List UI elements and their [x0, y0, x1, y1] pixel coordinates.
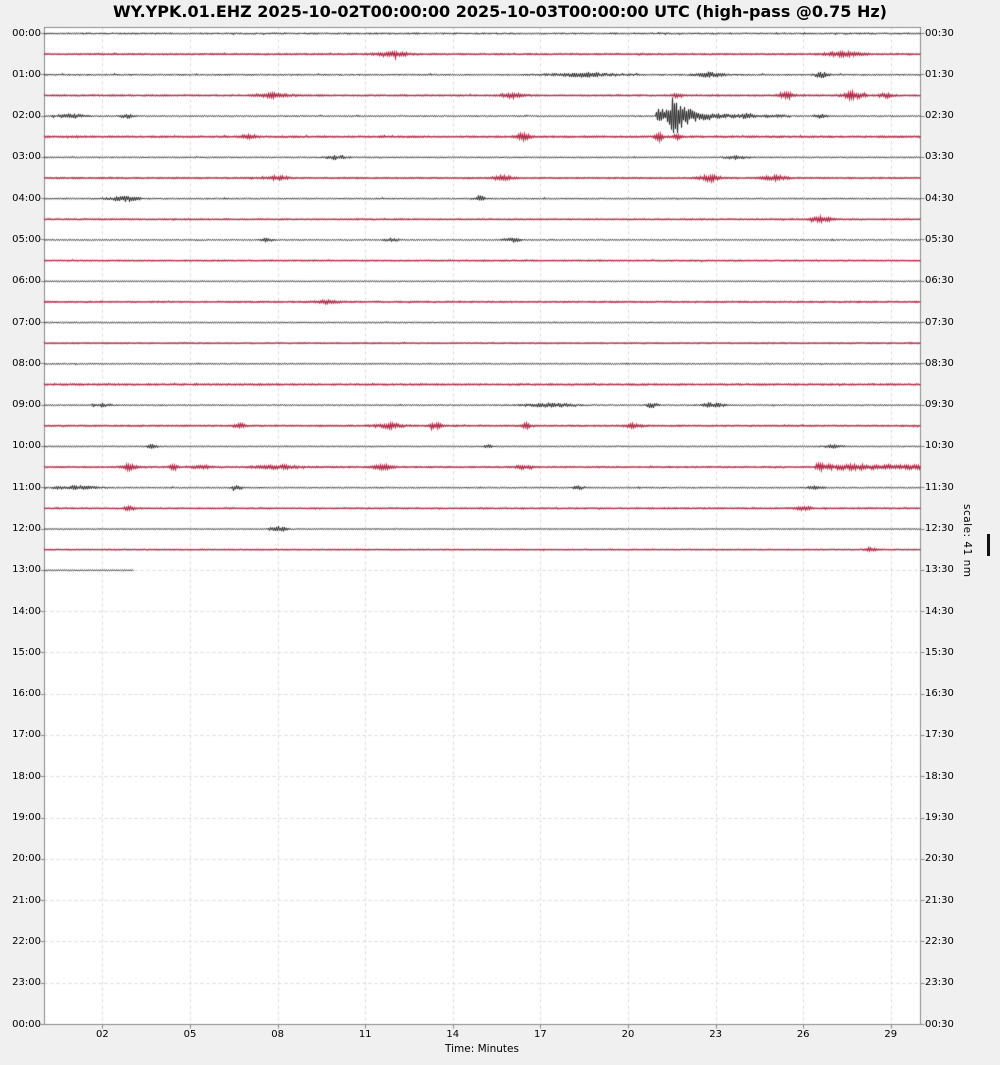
hour-label-left: 20:00 [12, 853, 41, 865]
hour-label-left: 16:00 [12, 688, 41, 700]
minute-tick-label: 02 [96, 1029, 109, 1040]
hour-label-left: 02:00 [12, 110, 41, 122]
minute-tick-label: 20 [621, 1029, 635, 1040]
hour-label-left: 13:00 [12, 564, 41, 576]
minute-tick-label: 26 [796, 1029, 810, 1040]
amplitude-scale-bar [987, 534, 990, 556]
hour-label-left: 06:00 [12, 275, 41, 287]
minute-tick-label: 08 [271, 1029, 284, 1040]
minute-tick-label: 23 [709, 1029, 722, 1040]
hour-label-right: 04:30 [925, 192, 954, 204]
hour-label-right: 17:30 [925, 729, 954, 741]
hour-label-right: 16:30 [925, 688, 954, 700]
hour-label-left: 10:00 [12, 440, 41, 452]
hour-label-right: 00:30 [925, 27, 954, 39]
minute-tick-label: 11 [358, 1029, 372, 1040]
hour-label-right: 06:30 [925, 275, 954, 287]
hour-label-left: 08:00 [12, 357, 41, 369]
hour-label-right: 11:30 [925, 481, 954, 493]
hour-label-right: 09:30 [925, 399, 954, 411]
minute-tick-label: 14 [446, 1029, 460, 1040]
hour-label-right: 21:30 [925, 894, 954, 906]
hour-label-left: 00:00 [12, 27, 41, 39]
hour-label-right: 15:30 [925, 646, 954, 658]
hour-label-left: 21:00 [12, 894, 41, 906]
hour-label-left: 19:00 [12, 812, 41, 824]
hour-label-left: 03:00 [12, 151, 41, 163]
amplitude-scale-label: scale: 41 nm [961, 504, 973, 578]
hour-label-right: 10:30 [925, 440, 954, 452]
minute-tick-label: 17 [534, 1029, 547, 1040]
hour-label-right: 01:30 [925, 68, 954, 80]
hour-label-right: 07:30 [925, 316, 954, 328]
minute-tick-label: 05 [183, 1029, 197, 1040]
hour-label-left: 07:00 [12, 316, 41, 328]
hour-label-right: 18:30 [925, 770, 954, 782]
hour-label-right: 19:30 [925, 812, 954, 824]
hour-label-right: 00:30 [925, 1018, 954, 1030]
hour-label-left: 22:00 [12, 935, 41, 947]
hour-label-left: 14:00 [12, 605, 41, 617]
hour-label-right: 20:30 [925, 853, 954, 865]
hour-label-right: 12:30 [925, 523, 954, 534]
hour-label-right: 14:30 [925, 605, 954, 617]
hour-label-left: 12:00 [12, 523, 41, 534]
hour-label-right: 05:30 [925, 233, 954, 245]
hour-label-left: 23:00 [12, 977, 41, 989]
hour-label-right: 13:30 [925, 564, 954, 576]
hour-label-left: 17:00 [12, 729, 41, 741]
hour-label-left: 15:00 [12, 646, 41, 658]
hour-label-right: 08:30 [925, 357, 954, 369]
plot-title: WY.YPK.01.EHZ 2025-10-02T00:00:00 2025-1… [113, 2, 887, 21]
hour-label-left: 11:00 [12, 481, 41, 493]
minute-tick-label: 29 [884, 1029, 898, 1040]
hour-label-left: 04:00 [12, 192, 41, 204]
hour-label-right: 02:30 [925, 110, 954, 122]
hour-label-left: 00:00 [12, 1018, 41, 1030]
hour-label-left: 09:00 [12, 399, 41, 411]
x-axis-title: Time: Minutes [445, 1043, 519, 1055]
hour-label-right: 22:30 [925, 935, 954, 947]
hour-label-left: 05:00 [12, 233, 41, 245]
hour-label-left: 01:00 [12, 68, 41, 80]
hour-label-right: 23:30 [925, 977, 954, 989]
hour-label-right: 03:30 [925, 151, 954, 163]
hour-label-left: 18:00 [12, 770, 41, 782]
